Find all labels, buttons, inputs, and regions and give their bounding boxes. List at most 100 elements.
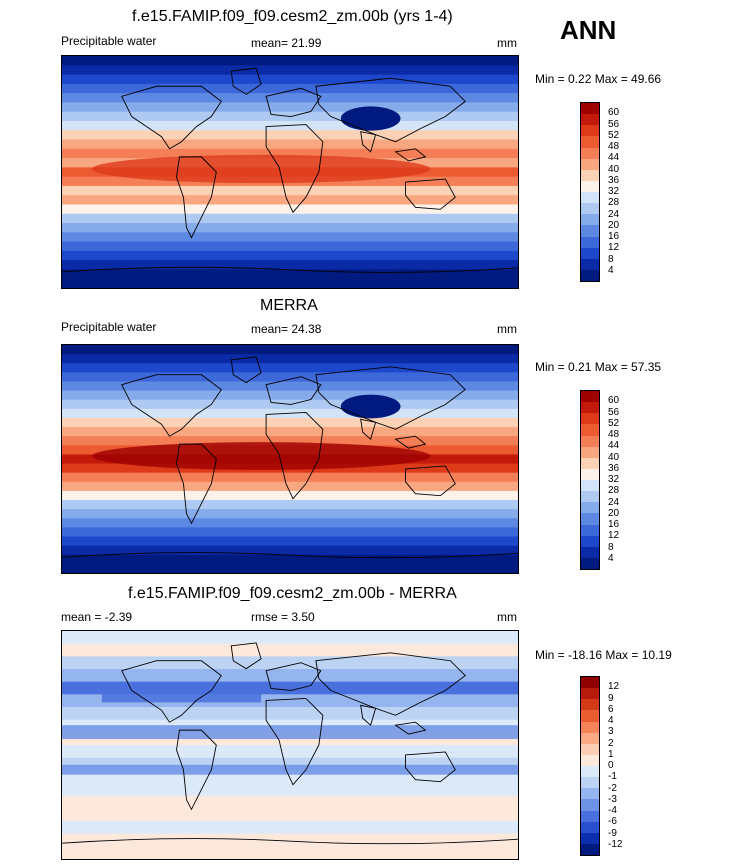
colorbar-tick-label: -6 (608, 816, 617, 828)
colorbar-tick-label: 4 (608, 264, 614, 276)
map-band (62, 436, 518, 447)
panel-1-title: f.e15.FAMIP.f09_f09.cesm2_zm.00b (yrs 1-… (132, 8, 453, 25)
map-band (62, 148, 518, 160)
map-band (62, 500, 518, 511)
map-band (62, 656, 518, 670)
colorbar-tick-label: 12 (608, 242, 620, 254)
map-band (62, 102, 518, 113)
map-band (62, 536, 518, 547)
colorbar-swatch (581, 180, 599, 192)
coastline (121, 374, 222, 437)
colorbar-tick-label: 24 (608, 208, 620, 220)
colorbar-swatch (581, 391, 599, 403)
colorbar-swatch (581, 136, 599, 148)
colorbar-tick-label: 44 (608, 152, 620, 164)
map-band (62, 846, 518, 859)
map-band (62, 83, 518, 95)
map-band (62, 223, 518, 234)
map-band (62, 345, 518, 356)
map-band (62, 354, 518, 365)
map-band (62, 643, 518, 658)
coastline (230, 67, 262, 95)
panel-2-title: MERRA (260, 297, 318, 314)
map-band (62, 833, 518, 848)
map-band (62, 381, 518, 392)
map-band (62, 213, 518, 225)
panel-3-title: f.e15.FAMIP.f09_f09.cesm2_zm.00b - MERRA (128, 585, 457, 602)
map-band (62, 139, 518, 150)
coastline (394, 148, 427, 162)
colorbar-tick-label: 20 (608, 219, 620, 231)
colorbar-swatch (581, 821, 599, 833)
colorbar-swatch (581, 236, 599, 248)
map-band (62, 795, 518, 810)
map-band (62, 120, 518, 132)
panel-3-colorbar (580, 676, 600, 856)
map-band (62, 241, 518, 252)
map-band (62, 260, 518, 271)
panel-1-units-label: mm (497, 36, 517, 50)
map-band (62, 74, 518, 85)
colorbar-tick-label: 60 (608, 395, 620, 407)
coastline (265, 87, 322, 117)
colorbar-swatch (581, 413, 599, 425)
map-band (62, 669, 518, 683)
colorbar-swatch (581, 147, 599, 159)
panel-3-units-label: mm (497, 610, 517, 624)
coastline (315, 77, 466, 143)
coastline (360, 704, 377, 726)
colorbar-swatch (581, 192, 599, 204)
colorbar-tick-label: 8 (608, 541, 614, 553)
colorbar-swatch (581, 491, 599, 503)
map-band (62, 278, 518, 288)
panel-1-map (61, 55, 519, 289)
map-band (62, 490, 518, 502)
coastline (265, 376, 322, 405)
colorbar-swatch (581, 214, 599, 226)
map-band (62, 185, 518, 197)
colorbar-swatch (581, 721, 599, 733)
coastline (230, 356, 262, 384)
map-band (62, 545, 518, 556)
coastline (176, 156, 217, 239)
colorbar-tick-label: 48 (608, 141, 620, 152)
colorbar-tick-label: 28 (608, 485, 620, 497)
map-band (62, 707, 518, 721)
map-band (62, 130, 518, 141)
panel-3-map (61, 630, 519, 860)
colorbar-swatch (581, 468, 599, 480)
coastline (265, 662, 322, 691)
colorbar-tick-label: 12 (608, 681, 620, 693)
colorbar-swatch (581, 103, 599, 115)
colorbar-swatch (581, 843, 599, 855)
colorbar-tick-label: 2 (608, 737, 614, 749)
map-dry-region (340, 106, 401, 131)
colorbar-swatch (581, 524, 599, 536)
colorbar-swatch (581, 402, 599, 414)
map-band (62, 417, 518, 429)
colorbar-tick-label: 3 (608, 726, 614, 738)
colorbar-swatch (581, 457, 599, 469)
colorbar-tick-label: -2 (608, 782, 617, 794)
map-band (62, 518, 518, 529)
map-dry-region (340, 394, 401, 419)
panel-2-colorbar (580, 390, 600, 570)
map-band (62, 269, 518, 280)
colorbar-tick-label: 9 (608, 692, 614, 704)
panel-3-rmse-label: rmse = 3.50 (251, 610, 315, 624)
colorbar-tick-label: -9 (608, 827, 617, 839)
panel-1-minmax-label: Min = 0.22 Max = 49.66 (535, 72, 662, 86)
colorbar-tick-label: 32 (608, 474, 620, 485)
colorbar-tick-label: 52 (608, 417, 620, 429)
colorbar-tick-label: 36 (608, 462, 620, 474)
map-warm-pool (91, 154, 431, 184)
colorbar-tick-label: 52 (608, 129, 620, 141)
map-anomaly (101, 692, 262, 703)
coastline (315, 652, 466, 716)
colorbar-tick-label: 56 (608, 406, 620, 418)
panel-2-minmax-label: Min = 0.21 Max = 57.35 (535, 360, 662, 374)
colorbar-tick-label: 4 (608, 552, 614, 564)
map-band (62, 427, 518, 438)
colorbar-tick-label: 44 (608, 440, 620, 452)
coastline-antarctica (62, 838, 518, 845)
